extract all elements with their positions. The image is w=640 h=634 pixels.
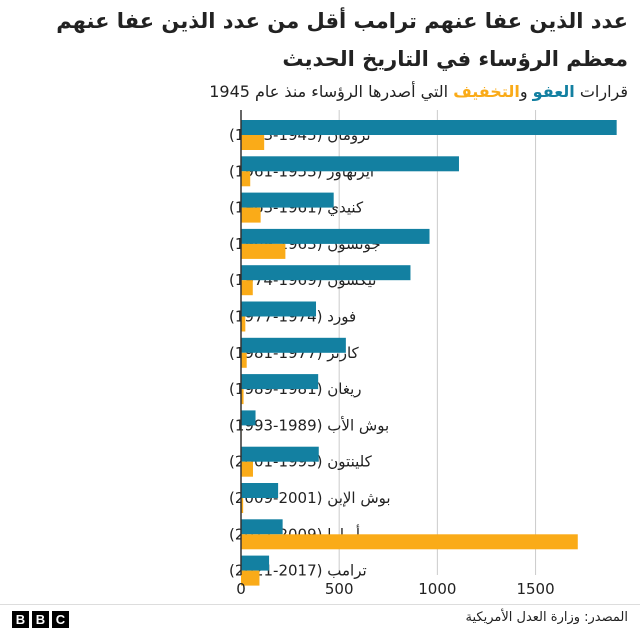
category-label: بوش الأب (1989-1993) bbox=[229, 415, 389, 434]
commutation-bar bbox=[241, 316, 246, 332]
x-tick-label: 500 bbox=[325, 580, 354, 598]
x-tick-label: 1500 bbox=[516, 580, 554, 598]
commutation-bar bbox=[241, 135, 265, 150]
subtitle-commute-word: التخفيف bbox=[453, 82, 520, 101]
footer-divider bbox=[0, 604, 640, 605]
subtitle-prefix: قرارات bbox=[574, 82, 628, 101]
pardon-bar bbox=[241, 410, 256, 426]
subtitle-conjunction: و bbox=[519, 82, 533, 101]
pardon-bar bbox=[241, 265, 411, 281]
commutation-bar bbox=[241, 461, 253, 477]
logo-letter: B bbox=[12, 611, 29, 628]
subtitle-suffix: التي أصدرها الرؤساء منذ عام 1945 bbox=[209, 82, 454, 101]
pardon-bar bbox=[241, 483, 279, 498]
chart-title: عدد الذين عفا عنهم ترامب أقل من عدد الذي… bbox=[56, 9, 628, 71]
pardon-bar bbox=[241, 337, 346, 353]
commutation-bar bbox=[241, 352, 247, 368]
pardon-bar bbox=[241, 374, 319, 390]
pardon-bar bbox=[241, 156, 459, 172]
x-tick-label: 1000 bbox=[418, 580, 456, 598]
pardon-bar bbox=[241, 555, 270, 571]
pardon-bar bbox=[241, 446, 319, 462]
pardons-bar-chart: ترومان (1945-1953)أيزنهاور (1953-1961)كن… bbox=[229, 110, 617, 598]
x-tick-label: 0 bbox=[236, 580, 246, 598]
pardon-bar bbox=[241, 120, 617, 135]
subtitle-pardon-word: العفو bbox=[532, 82, 575, 101]
pardon-bar bbox=[241, 519, 283, 535]
commutation-bar bbox=[241, 389, 244, 405]
logo-letter: C bbox=[52, 611, 69, 628]
pardon-bar bbox=[241, 301, 317, 317]
logo-letter: B bbox=[32, 611, 49, 628]
chart-subtitle: قرارات العفو والتخفيف التي أصدرها الرؤسا… bbox=[8, 78, 628, 106]
commutation-bar bbox=[241, 171, 251, 187]
bbc-logo: B B C bbox=[12, 611, 69, 628]
commutation-bar bbox=[241, 280, 253, 296]
commutation-bar bbox=[241, 243, 286, 259]
commutation-bar bbox=[241, 207, 261, 223]
pardon-bar bbox=[241, 228, 430, 244]
commutation-bar bbox=[241, 534, 578, 550]
source-note: المصدر: وزارة العدل الأمريكية bbox=[465, 610, 628, 625]
commutation-bar bbox=[241, 498, 244, 513]
commutation-bar bbox=[241, 570, 260, 586]
pardon-bar bbox=[241, 192, 334, 208]
